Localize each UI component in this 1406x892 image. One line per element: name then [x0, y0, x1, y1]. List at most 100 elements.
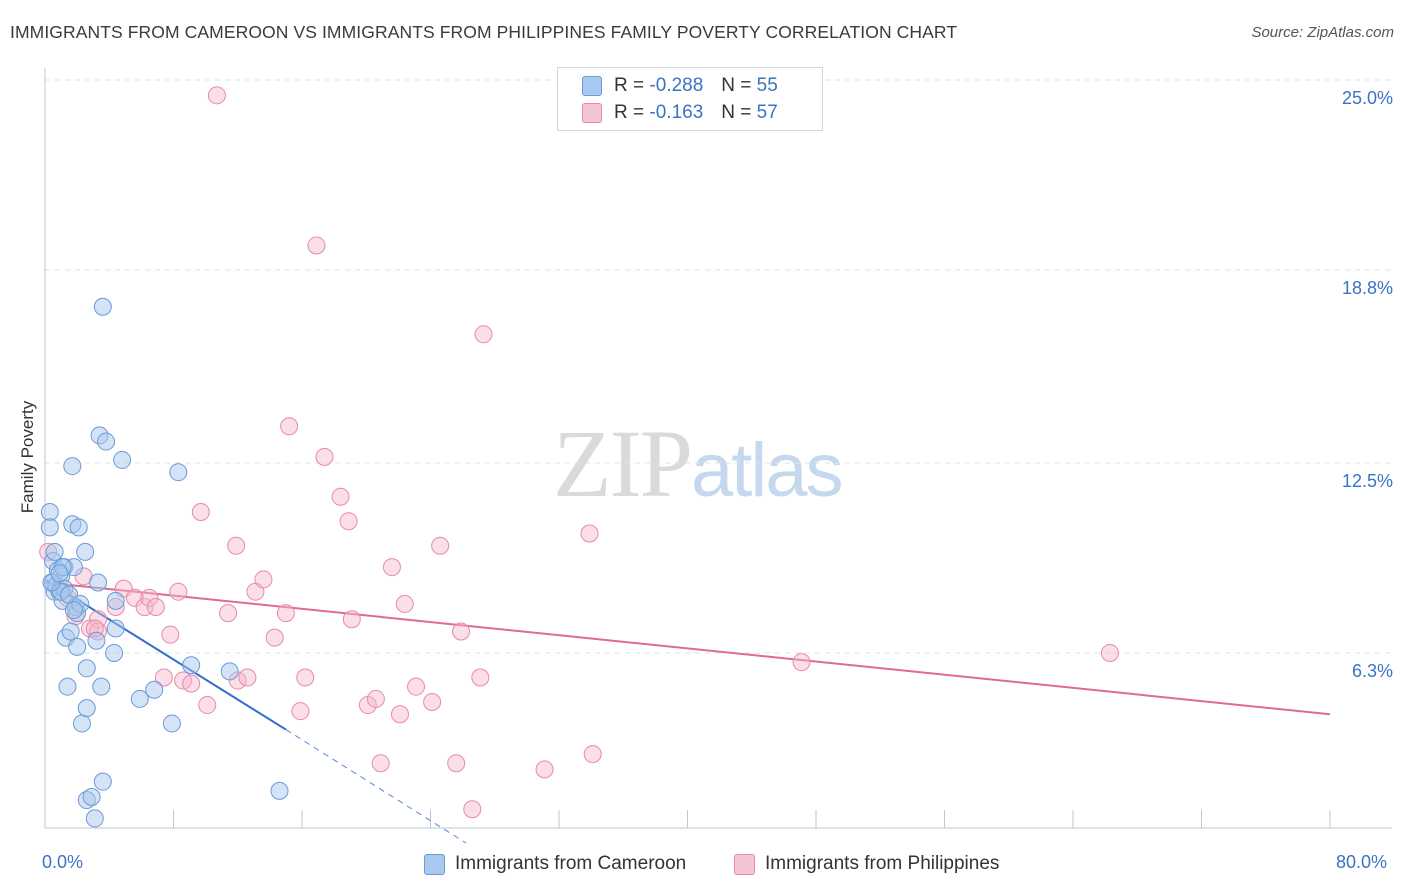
- point-philippines: [198, 696, 217, 715]
- point-cameroon: [92, 677, 111, 696]
- point-philippines: [146, 598, 165, 617]
- x-tick-label-max: 80.0%: [1336, 852, 1388, 872]
- correlation-legend: R = -0.288 N = 55 R = -0.163 N = 57: [557, 67, 823, 131]
- point-philippines: [169, 582, 188, 601]
- point-cameroon: [105, 643, 124, 662]
- point-cameroon: [40, 518, 59, 537]
- point-philippines: [366, 689, 385, 708]
- point-philippines: [219, 604, 238, 623]
- point-philippines: [331, 487, 350, 506]
- point-cameroon: [97, 432, 116, 451]
- bottom-legend-label-philippines: Immigrants from Philippines: [765, 853, 1000, 874]
- point-cameroon: [58, 677, 77, 696]
- legend-swatch-cameroon: [582, 76, 602, 96]
- point-cameroon: [77, 699, 96, 718]
- point-cameroon: [45, 542, 64, 561]
- point-philippines: [315, 447, 334, 466]
- point-cameroon: [76, 542, 95, 561]
- point-cameroon: [72, 714, 91, 733]
- point-philippines: [474, 325, 493, 344]
- point-philippines: [254, 570, 273, 589]
- point-cameroon: [106, 619, 125, 638]
- bottom-legend-philippines: Immigrants from Philippines: [734, 851, 999, 877]
- point-philippines: [227, 536, 246, 555]
- point-cameroon: [77, 659, 96, 678]
- point-cameroon: [63, 457, 82, 476]
- bottom-legend-swatch-cameroon: [424, 853, 445, 875]
- point-philippines: [291, 702, 310, 721]
- point-philippines: [265, 628, 284, 647]
- data-points: [39, 86, 1119, 828]
- point-cameroon: [220, 662, 239, 681]
- point-philippines: [140, 588, 159, 607]
- point-cameroon: [162, 714, 181, 733]
- legend-r-value: -0.163: [649, 102, 704, 123]
- point-philippines: [154, 668, 173, 687]
- point-cameroon: [89, 573, 108, 592]
- axes: [44, 68, 1392, 829]
- bottom-legend-label-cameroon: Immigrants from Cameroon: [455, 853, 687, 874]
- point-cameroon: [40, 503, 59, 522]
- chart-title: IMMIGRANTS FROM CAMEROON VS IMMIGRANTS F…: [10, 22, 958, 42]
- point-philippines: [207, 86, 226, 105]
- point-cameroon: [68, 637, 87, 656]
- point-philippines: [238, 668, 257, 687]
- point-philippines: [1100, 643, 1119, 662]
- point-cameroon: [50, 564, 69, 583]
- point-cameroon: [93, 772, 112, 791]
- legend-r-value: -0.288: [649, 75, 704, 96]
- y-axis-label: Family Poverty: [18, 400, 37, 514]
- point-cameroon: [182, 656, 201, 675]
- point-cameroon: [130, 689, 149, 708]
- y-tick-label: 6.3%: [1352, 661, 1393, 681]
- y-tick-label: 12.5%: [1342, 471, 1393, 491]
- point-cameroon: [93, 297, 112, 316]
- point-philippines: [471, 668, 490, 687]
- point-philippines: [395, 594, 414, 613]
- point-philippines: [161, 625, 180, 644]
- point-cameroon: [169, 463, 188, 482]
- point-philippines: [182, 674, 201, 693]
- y-tick-label: 25.0%: [1342, 88, 1393, 108]
- point-philippines: [342, 610, 361, 629]
- point-cameroon: [64, 601, 83, 620]
- point-philippines: [390, 705, 409, 724]
- legend-n-value: 55: [756, 75, 778, 96]
- bottom-legend-swatch-philippines: [734, 853, 755, 875]
- point-philippines: [583, 745, 602, 764]
- point-philippines: [296, 668, 315, 687]
- point-philippines: [792, 653, 811, 672]
- point-cameroon: [145, 680, 164, 699]
- trend-line-cameroon-extrapolated: [285, 729, 467, 844]
- point-philippines: [371, 754, 390, 773]
- point-philippines: [431, 536, 450, 555]
- bottom-legend-cameroon: Immigrants from Cameroon: [424, 851, 686, 877]
- point-philippines: [307, 236, 326, 255]
- point-cameroon: [113, 450, 132, 469]
- legend-n-label: N =: [721, 75, 752, 96]
- point-philippines: [191, 503, 210, 522]
- gridlines: [45, 79, 1392, 654]
- y-tick-label: 18.8%: [1342, 278, 1393, 298]
- point-philippines: [382, 558, 401, 577]
- x-tick-label-min: 0.0%: [42, 852, 84, 872]
- legend-swatch-philippines: [582, 103, 602, 123]
- source-label: Source: ZipAtlas.com: [1251, 24, 1394, 41]
- point-philippines: [339, 512, 358, 531]
- trend-line-philippines: [44, 581, 1331, 716]
- legend-n-label: N =: [721, 102, 752, 123]
- point-philippines: [280, 417, 299, 436]
- point-philippines: [407, 677, 426, 696]
- point-philippines: [580, 524, 599, 543]
- point-cameroon: [87, 631, 106, 650]
- legend-row-cameroon: R = -0.288 N = 55: [582, 74, 778, 98]
- legend-r-label: R =: [614, 75, 645, 96]
- point-cameroon: [69, 518, 88, 537]
- point-philippines: [535, 760, 554, 779]
- point-cameroon: [61, 622, 80, 641]
- point-cameroon: [85, 809, 104, 828]
- point-philippines: [125, 588, 144, 607]
- point-philippines: [276, 604, 295, 623]
- legend-n-value: 57: [756, 102, 778, 123]
